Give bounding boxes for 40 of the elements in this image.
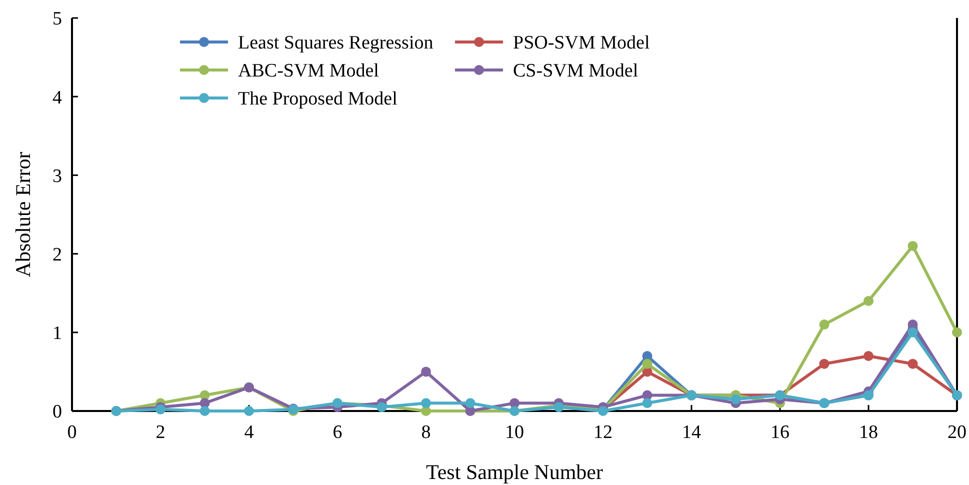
point [200,406,210,416]
point [952,327,962,338]
legend-label: Least Squares Regression [238,32,434,54]
point [819,358,830,369]
point [421,366,431,377]
x-tick-label: 18 [859,422,878,443]
point [864,350,874,361]
y-tick-label: 3 [52,166,62,187]
x-tick-label: 12 [594,422,612,443]
legend-label: The Proposed Model [238,88,398,110]
point [908,327,918,338]
x-tick-label: 14 [682,422,702,443]
x-tick-label: 10 [505,422,524,443]
x-tick-label: 8 [421,422,431,443]
x-tick-label: 16 [770,422,790,443]
y-tick-label: 0 [52,402,62,423]
legend-label: PSO-SVM Model [513,32,650,54]
y-tick-label: 1 [52,323,62,344]
point [730,394,741,404]
y-tick-label: 4 [52,87,62,108]
legend-label: CS-SVM Model [513,60,638,82]
point [421,398,431,408]
point [642,358,652,369]
x-tick-label: 0 [67,422,77,443]
x-axis-title: Test Sample Number [426,460,603,484]
point [864,296,874,306]
x-tick-label: 4 [244,422,254,443]
point [244,406,254,416]
x-tick-label: 6 [332,422,342,443]
x-tick-label: 20 [948,422,966,443]
legend-label: ABC-SVM Model [238,60,379,82]
y-axis-title: Absolute Error [11,152,35,278]
x-tick-label: 2 [156,422,166,443]
point [908,358,918,369]
y-tick-label: 5 [52,8,62,30]
point [819,320,830,330]
point [465,398,476,408]
point [642,398,652,408]
point [908,240,918,251]
y-tick-label: 2 [52,244,62,266]
